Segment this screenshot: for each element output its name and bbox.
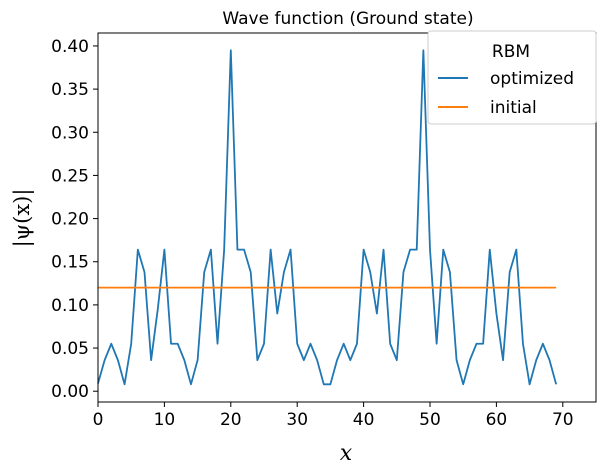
- x-tick-label: 50: [419, 410, 441, 430]
- y-tick-label: 0.25: [51, 166, 89, 186]
- legend-box: [427, 30, 597, 125]
- legend-title: RBM: [492, 42, 530, 62]
- x-axis-ticks: 0 10 20 30 40 50 60 70: [93, 402, 574, 430]
- x-tick-label: 70: [552, 410, 574, 430]
- y-tick-label: 0.40: [51, 37, 89, 57]
- plot-frame: [97, 32, 597, 403]
- y-axis-label: |ψ(x)|: [10, 189, 35, 248]
- chart-title: Wave function (Ground state): [222, 9, 473, 29]
- y-axis-ticks: 0.00 0.05 0.10 0.15 0.20 0.25 0.30 0.35 0.40: [51, 37, 98, 402]
- y-tick-label: 0.00: [51, 382, 89, 402]
- legend: RBM optimized initial: [427, 30, 597, 125]
- y-tick-label: 0.20: [51, 210, 89, 230]
- x-tick-label: 0: [93, 410, 104, 430]
- series-layer: [97, 49, 558, 386]
- x-tick-label: 60: [486, 410, 508, 430]
- x-tick-label: 30: [286, 410, 308, 430]
- legend-label-optimized: optimized: [490, 69, 574, 89]
- y-tick-label: 0.30: [51, 123, 89, 143]
- series-line-optimized: [97, 49, 558, 386]
- x-axis-label: x: [340, 441, 353, 466]
- x-tick-label: 40: [353, 410, 375, 430]
- y-tick-label: 0.35: [51, 80, 89, 100]
- legend-label-initial: initial: [490, 98, 537, 118]
- y-tick-label: 0.10: [51, 296, 89, 316]
- x-tick-label: 10: [154, 410, 176, 430]
- x-tick-label: 20: [220, 410, 242, 430]
- y-tick-label: 0.05: [51, 339, 89, 359]
- y-tick-label: 0.15: [51, 253, 89, 273]
